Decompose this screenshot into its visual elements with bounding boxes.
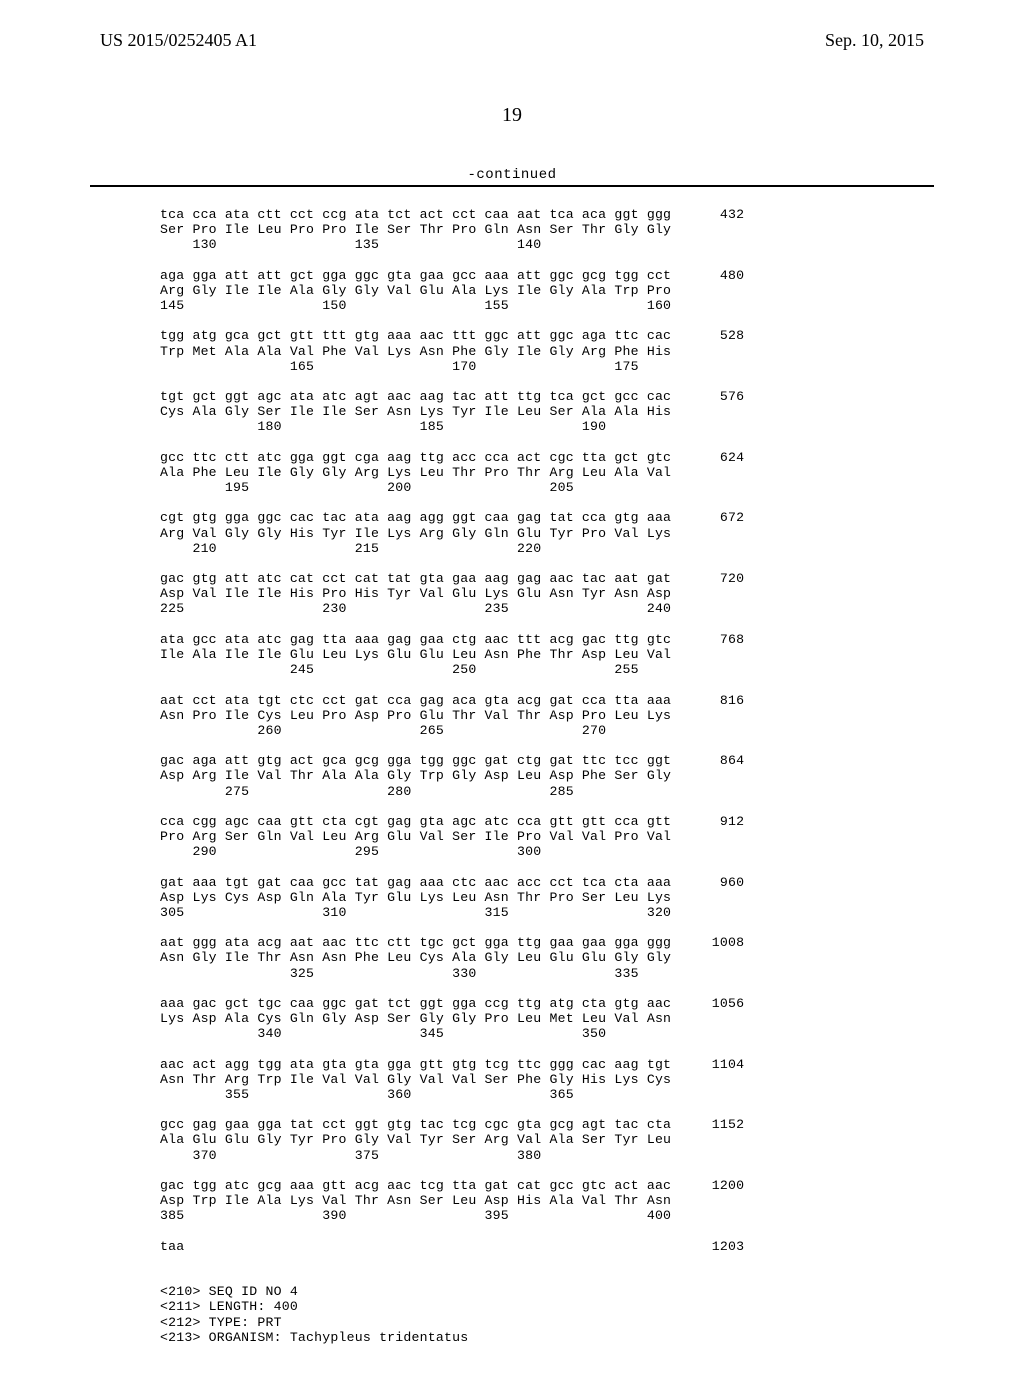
page-header: US 2015/0252405 A1 Sep. 10, 2015 [90, 30, 934, 54]
publication-date: Sep. 10, 2015 [825, 30, 924, 51]
publication-number: US 2015/0252405 A1 [100, 30, 257, 51]
continued-label: -continued [90, 167, 934, 183]
page-container: US 2015/0252405 A1 Sep. 10, 2015 19 -con… [0, 0, 1024, 1385]
divider-line [90, 185, 934, 187]
page-number: 19 [90, 104, 934, 127]
sequence-listing: tca cca ata ctt cct ccg ata tct act cct … [160, 207, 934, 1345]
